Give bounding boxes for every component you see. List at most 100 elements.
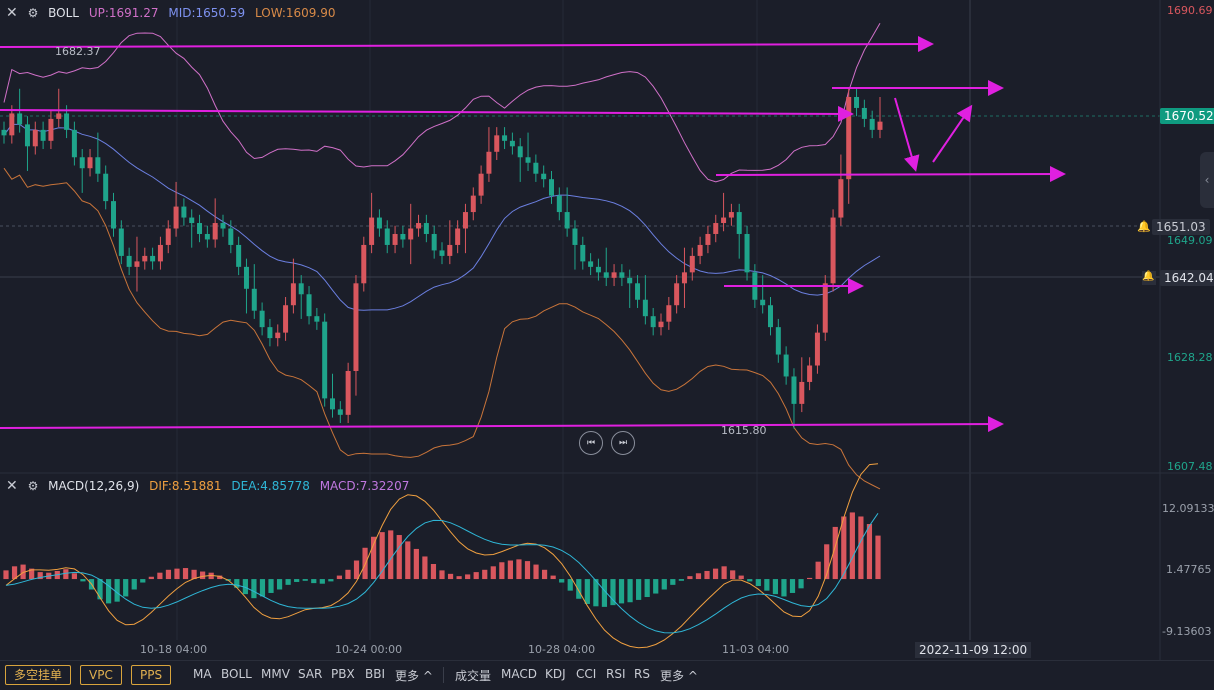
indicator-macd[interactable]: MACD [501, 667, 537, 681]
indicator-kdj[interactable]: KDJ [545, 667, 566, 681]
boll-upper-line [3, 22, 881, 183]
candle-body [768, 305, 773, 328]
indicator-more-sub[interactable]: 更多 ^ [660, 669, 698, 683]
vpc-button[interactable]: VPC [80, 665, 122, 685]
macd-settings-icon[interactable]: ⚙ [27, 479, 39, 493]
pps-button[interactable]: PPS [131, 665, 172, 685]
indicator-mmv[interactable]: MMV [261, 667, 290, 681]
candle-body [79, 157, 85, 169]
candle-body [9, 113, 15, 136]
candle-body [736, 212, 742, 234]
indicator-volume[interactable]: 成交量 [455, 669, 492, 683]
candle-body [204, 233, 210, 240]
candle-body [103, 173, 109, 202]
candle-body [150, 255, 156, 262]
macd-histogram-bar [755, 579, 761, 587]
boll-header: ✕ ⚙ BOLL UP:1691.27 MID:1650.59 LOW:1609… [6, 5, 342, 21]
candle-body [642, 299, 648, 317]
macd-histogram-bar [105, 579, 112, 604]
candle-body [838, 179, 844, 218]
candle-body [173, 206, 179, 229]
macd-histogram-bar [678, 579, 684, 581]
candle-body [689, 255, 695, 273]
macd-histogram-bar [430, 563, 437, 580]
close-boll-icon[interactable]: ✕ [6, 5, 18, 21]
trend-annotations [0, 36, 1066, 433]
candle-body [697, 244, 703, 256]
candle-body [478, 173, 484, 196]
candle-body [259, 310, 265, 328]
candle-body [775, 327, 781, 355]
candle-body [337, 409, 343, 415]
indicator-rs[interactable]: RS [634, 667, 650, 681]
boll-low-value: LOW:1609.90 [254, 5, 336, 20]
candle-body [376, 217, 382, 229]
macd-histogram-bar [353, 560, 360, 580]
orders-button[interactable]: 多空挂单 [5, 665, 72, 685]
price-tick: 1690.69 [1167, 4, 1213, 17]
candle-body [525, 157, 531, 163]
indicator-cci[interactable]: CCI [576, 667, 597, 681]
indicator-boll[interactable]: BOLL [221, 667, 252, 681]
macd-histogram-bar [259, 579, 266, 597]
indicator-rsi[interactable]: RSI [606, 667, 626, 681]
candle-body [275, 332, 281, 339]
macd-histogram-bar [516, 559, 522, 580]
candle-body [681, 272, 687, 284]
candle-body [126, 255, 132, 267]
candle-body [846, 96, 852, 180]
bell-icon[interactable]: 🔔 [1142, 271, 1156, 285]
macd-histogram-bar [371, 536, 377, 580]
candle-body [509, 140, 515, 147]
macd-histogram-bar [789, 579, 796, 593]
step-forward-button[interactable]: ⏭ [611, 431, 635, 455]
indicator-bbi[interactable]: BBI [365, 667, 386, 681]
candle-body [361, 244, 367, 284]
candle-body [447, 244, 453, 256]
macd-histogram-bar [866, 524, 873, 580]
alert-price-tag[interactable]: 1651.03 [1152, 219, 1210, 235]
macd-histogram-bar [695, 573, 702, 580]
macd-histogram-bar [670, 579, 676, 585]
close-macd-icon[interactable]: ✕ [6, 478, 18, 494]
candle-body [572, 228, 578, 245]
candle-body [290, 283, 296, 306]
macd-histogram-bar [388, 530, 394, 580]
candle-body [369, 217, 375, 245]
candle-body [517, 146, 523, 158]
macd-histogram-bar [148, 576, 154, 580]
candle-body [705, 233, 711, 245]
macd-macd-value: MACD:7.32207 [319, 478, 410, 493]
bell-icon[interactable]: 🔔 [1137, 220, 1151, 233]
indicator-pbx[interactable]: PBX [331, 667, 355, 681]
indicator-more-main[interactable]: 更多 ^ [395, 669, 433, 683]
low-annotation: 1615.80 [721, 424, 767, 437]
step-back-button[interactable]: ⏮ [579, 431, 603, 455]
macd-histogram-bar [302, 579, 308, 581]
candle-body [635, 283, 641, 300]
candle-body [220, 223, 226, 229]
candle-body [462, 212, 468, 229]
candle-body [228, 228, 234, 245]
candle-body [807, 365, 813, 382]
candle-body [267, 327, 273, 339]
macd-tick: 1.47765 [1166, 563, 1212, 576]
boll-mid-line [3, 123, 881, 311]
boll-settings-icon[interactable]: ⚙ [27, 6, 39, 20]
candle-body [470, 195, 476, 213]
candle-body [118, 228, 124, 256]
macd-histogram-bar [80, 579, 86, 582]
macd-label: MACD(12,26,9) [48, 478, 140, 493]
side-panel-toggle-icon[interactable]: ‹ [1200, 152, 1214, 208]
candle-body [611, 272, 617, 278]
indicator-ma[interactable]: MA [193, 667, 212, 681]
candle-body [56, 113, 62, 119]
candle-body [40, 129, 46, 141]
candle-body [619, 272, 625, 278]
macd-histogram-bar [114, 579, 120, 602]
candle-body [854, 96, 860, 108]
candle-body [197, 223, 203, 234]
candle-body [760, 299, 766, 306]
indicator-sar[interactable]: SAR [298, 667, 323, 681]
